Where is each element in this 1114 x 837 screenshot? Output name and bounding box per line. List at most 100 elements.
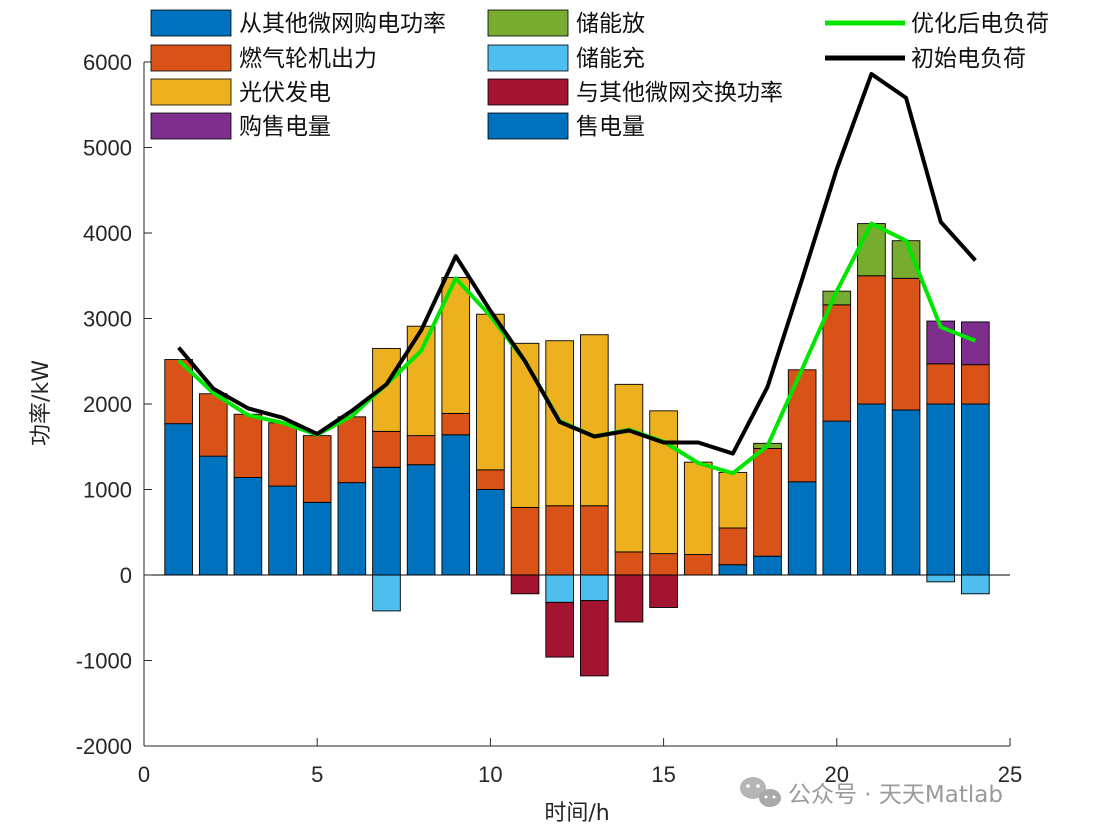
legend-label: 售电量 <box>576 114 645 140</box>
bar-series2-t6 <box>337 416 367 484</box>
legend-label: 与其他微网交换功率 <box>576 80 783 106</box>
bar-series7-t12 <box>545 601 574 658</box>
lines-layer <box>177 71 977 476</box>
legend-swatch <box>150 78 232 106</box>
bar-series6-t12 <box>545 574 574 603</box>
bar-series1-t20 <box>822 420 852 576</box>
bar-series2-t11 <box>510 507 540 576</box>
bar-series3-t17 <box>718 471 748 529</box>
bar-series1-t19 <box>787 481 817 576</box>
x-tick-label: 5 <box>311 762 323 787</box>
bar-series1-t3 <box>233 477 263 576</box>
legend-label: 优化后电负荷 <box>911 11 1049 37</box>
bar-series3-t15 <box>649 410 678 555</box>
line-initial-load <box>177 71 977 456</box>
bar-series5-t21 <box>857 223 886 277</box>
legend-swatch <box>150 44 232 72</box>
bar-series1-t4 <box>268 485 297 576</box>
bar-series3-t13 <box>580 334 609 507</box>
y-tick-label: 6000 <box>83 50 132 75</box>
x-tick-label: 25 <box>998 762 1022 787</box>
bar-series1-t7 <box>372 466 401 576</box>
bar-series1-t18 <box>753 555 782 576</box>
bar-series2-t22 <box>891 277 921 411</box>
bar-series7-t13 <box>580 600 609 677</box>
bar-series2-t21 <box>857 275 886 405</box>
x-tick-label: 15 <box>651 762 675 787</box>
bar-series2-t8 <box>406 435 436 466</box>
bar-series3-t16 <box>683 461 713 555</box>
y-tick-label: 5000 <box>83 136 132 161</box>
legend-label: 购售电量 <box>239 114 331 140</box>
legend-swatch <box>487 112 569 140</box>
legend-label: 初始电负荷 <box>911 46 1026 72</box>
axes: -2000 -1000 0 1000 2000 3000 4000 5000 6000 0 5 10 1… <box>76 50 1023 787</box>
watermark-text: 公众号 · 天天Matlab <box>788 782 1003 808</box>
bar-series2-t23 <box>926 363 956 405</box>
bar-series1-t8 <box>406 464 436 576</box>
x-tick-label: 0 <box>138 762 150 787</box>
bar-series7-t14 <box>614 574 644 623</box>
bar-series1-t1 <box>164 423 193 576</box>
bar-series6-t23 <box>926 574 956 583</box>
bar-series3-t14 <box>614 383 644 553</box>
bar-series2-t24 <box>961 364 990 405</box>
wechat-icon <box>740 777 781 807</box>
bar-series4-t24 <box>961 321 990 366</box>
bar-series2-t5 <box>302 435 332 503</box>
legend-label: 从其他微网购电功率 <box>239 11 446 37</box>
y-tick-label: 3000 <box>83 307 132 332</box>
y-tick-label: -1000 <box>76 649 132 674</box>
bar-series2-t18 <box>753 448 782 557</box>
bar-series2-t2 <box>198 393 228 457</box>
legend-label: 储能充 <box>576 46 645 72</box>
y-tick-label: 2000 <box>83 392 132 417</box>
bar-series3-t10 <box>476 313 505 471</box>
watermark: 公众号 · 天天Matlab <box>740 777 1003 808</box>
bar-series1-t6 <box>337 482 367 576</box>
bar-series2-t7 <box>372 430 401 468</box>
bar-series6-t24 <box>961 574 990 595</box>
bar-series7-t11 <box>510 574 540 595</box>
bar-series2-t15 <box>649 553 678 576</box>
legend-swatch <box>487 9 569 37</box>
bar-series1-t24 <box>961 403 990 576</box>
y-tick-label: -2000 <box>76 734 132 759</box>
bar-series2-t9 <box>441 412 471 436</box>
bar-series2-t3 <box>233 413 263 478</box>
x-axis-label: 时间/h <box>544 801 609 826</box>
bars-layer <box>164 223 990 677</box>
y-tick-label: 0 <box>120 563 132 588</box>
bar-series2-t4 <box>268 422 297 487</box>
bar-series1-t2 <box>198 455 228 576</box>
bar-series5-t22 <box>891 240 921 279</box>
legend-swatch <box>487 44 569 72</box>
bar-series2-t17 <box>718 527 748 566</box>
legend-label: 燃气轮机出力 <box>239 46 377 72</box>
bar-series2-t10 <box>476 469 505 490</box>
y-axis-label: 功率/kW <box>29 360 54 446</box>
bar-series2-t14 <box>614 551 644 576</box>
bar-series6-t7 <box>372 574 401 612</box>
bar-series1-t17 <box>718 564 748 576</box>
y-tick-label: 4000 <box>83 221 132 246</box>
x-tick-label: 10 <box>478 762 502 787</box>
bar-series2-t16 <box>683 554 713 576</box>
legend-label: 光伏发电 <box>239 80 331 106</box>
bar-series1-t10 <box>476 489 505 576</box>
legend-swatch <box>150 112 232 140</box>
legend-swatch <box>150 9 232 37</box>
bar-series2-t12 <box>545 505 574 576</box>
bar-series2-t13 <box>580 505 609 576</box>
bar-series1-t22 <box>891 409 921 576</box>
bar-series1-t9 <box>441 434 471 576</box>
legend-label: 储能放 <box>576 11 645 37</box>
bar-series3-t11 <box>510 342 540 508</box>
bar-series1-t21 <box>857 403 886 576</box>
bar-series6-t13 <box>580 574 609 602</box>
bar-series2-t20 <box>822 304 852 422</box>
bar-series7-t15 <box>649 574 678 608</box>
bar-series1-t23 <box>926 403 956 576</box>
